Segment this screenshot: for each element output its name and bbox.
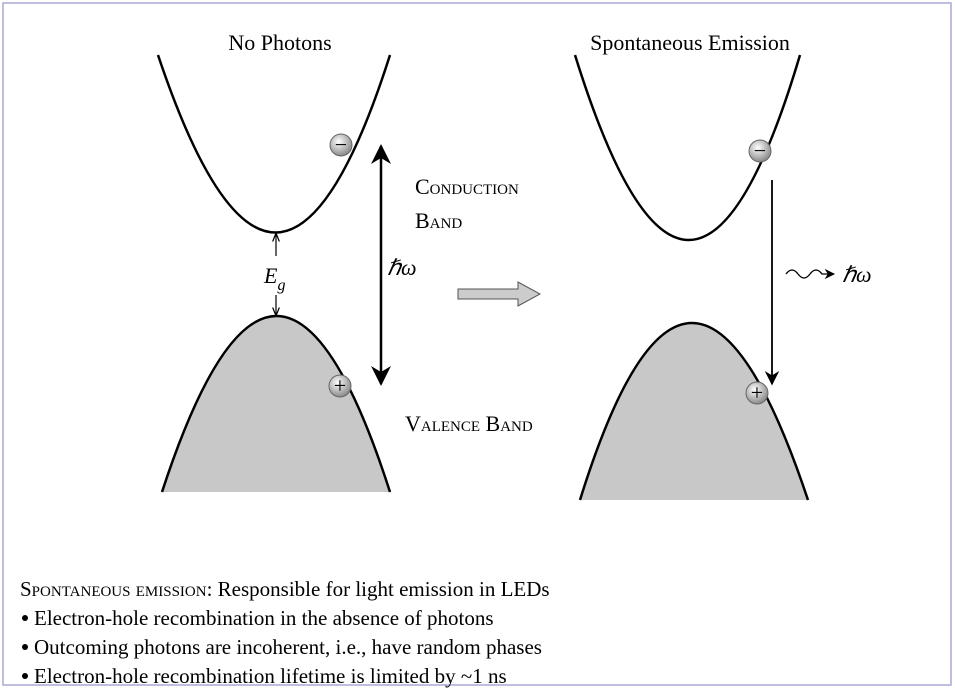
- notes-heading: Spontaneous emission: Responsible for li…: [20, 577, 550, 601]
- photon-energy: ℏω: [842, 262, 871, 287]
- electron: [748, 139, 772, 163]
- bullet-text: Electron-hole recombination in the absen…: [34, 606, 494, 630]
- electron-sign: −: [754, 138, 766, 163]
- photon-wave: [785, 268, 836, 280]
- bullet: [22, 673, 28, 679]
- conduction-band-curve: [573, 54, 802, 241]
- panel-title: No Photons: [228, 30, 331, 55]
- energy-gap-label: Eg: [263, 263, 285, 294]
- conduction-band-label: Conduction: [415, 174, 519, 199]
- valence-band-curve: [160, 314, 392, 493]
- symbol: E: [263, 263, 278, 288]
- heading: Spontaneous emission:: [20, 577, 212, 601]
- valence-band-fill: [580, 323, 808, 500]
- hole-sign: +: [334, 373, 346, 398]
- valence-band-curve: [578, 321, 810, 501]
- conduction-band-curve: [156, 54, 392, 234]
- subscript: g: [277, 277, 285, 294]
- bullet-text: Outcoming photons are incoherent, i.e., …: [34, 635, 542, 659]
- hole: [745, 381, 769, 405]
- heading-rest: Responsible for light emission in LEDs: [212, 577, 549, 601]
- valence-band-label: Valence Band: [405, 411, 533, 436]
- hole-sign: +: [751, 380, 763, 405]
- panel-title: Spontaneous Emission: [590, 30, 790, 55]
- bullet: [22, 644, 28, 650]
- photon-energy: ℏω: [387, 255, 416, 280]
- electron: [329, 133, 353, 157]
- conduction-band-label: Band: [415, 208, 462, 233]
- bullet: [22, 615, 28, 621]
- hole: [328, 374, 352, 398]
- bullet-text: Electron-hole recombination lifetime is …: [34, 664, 507, 688]
- transition-arrow: [457, 281, 542, 307]
- electron-sign: −: [335, 132, 347, 157]
